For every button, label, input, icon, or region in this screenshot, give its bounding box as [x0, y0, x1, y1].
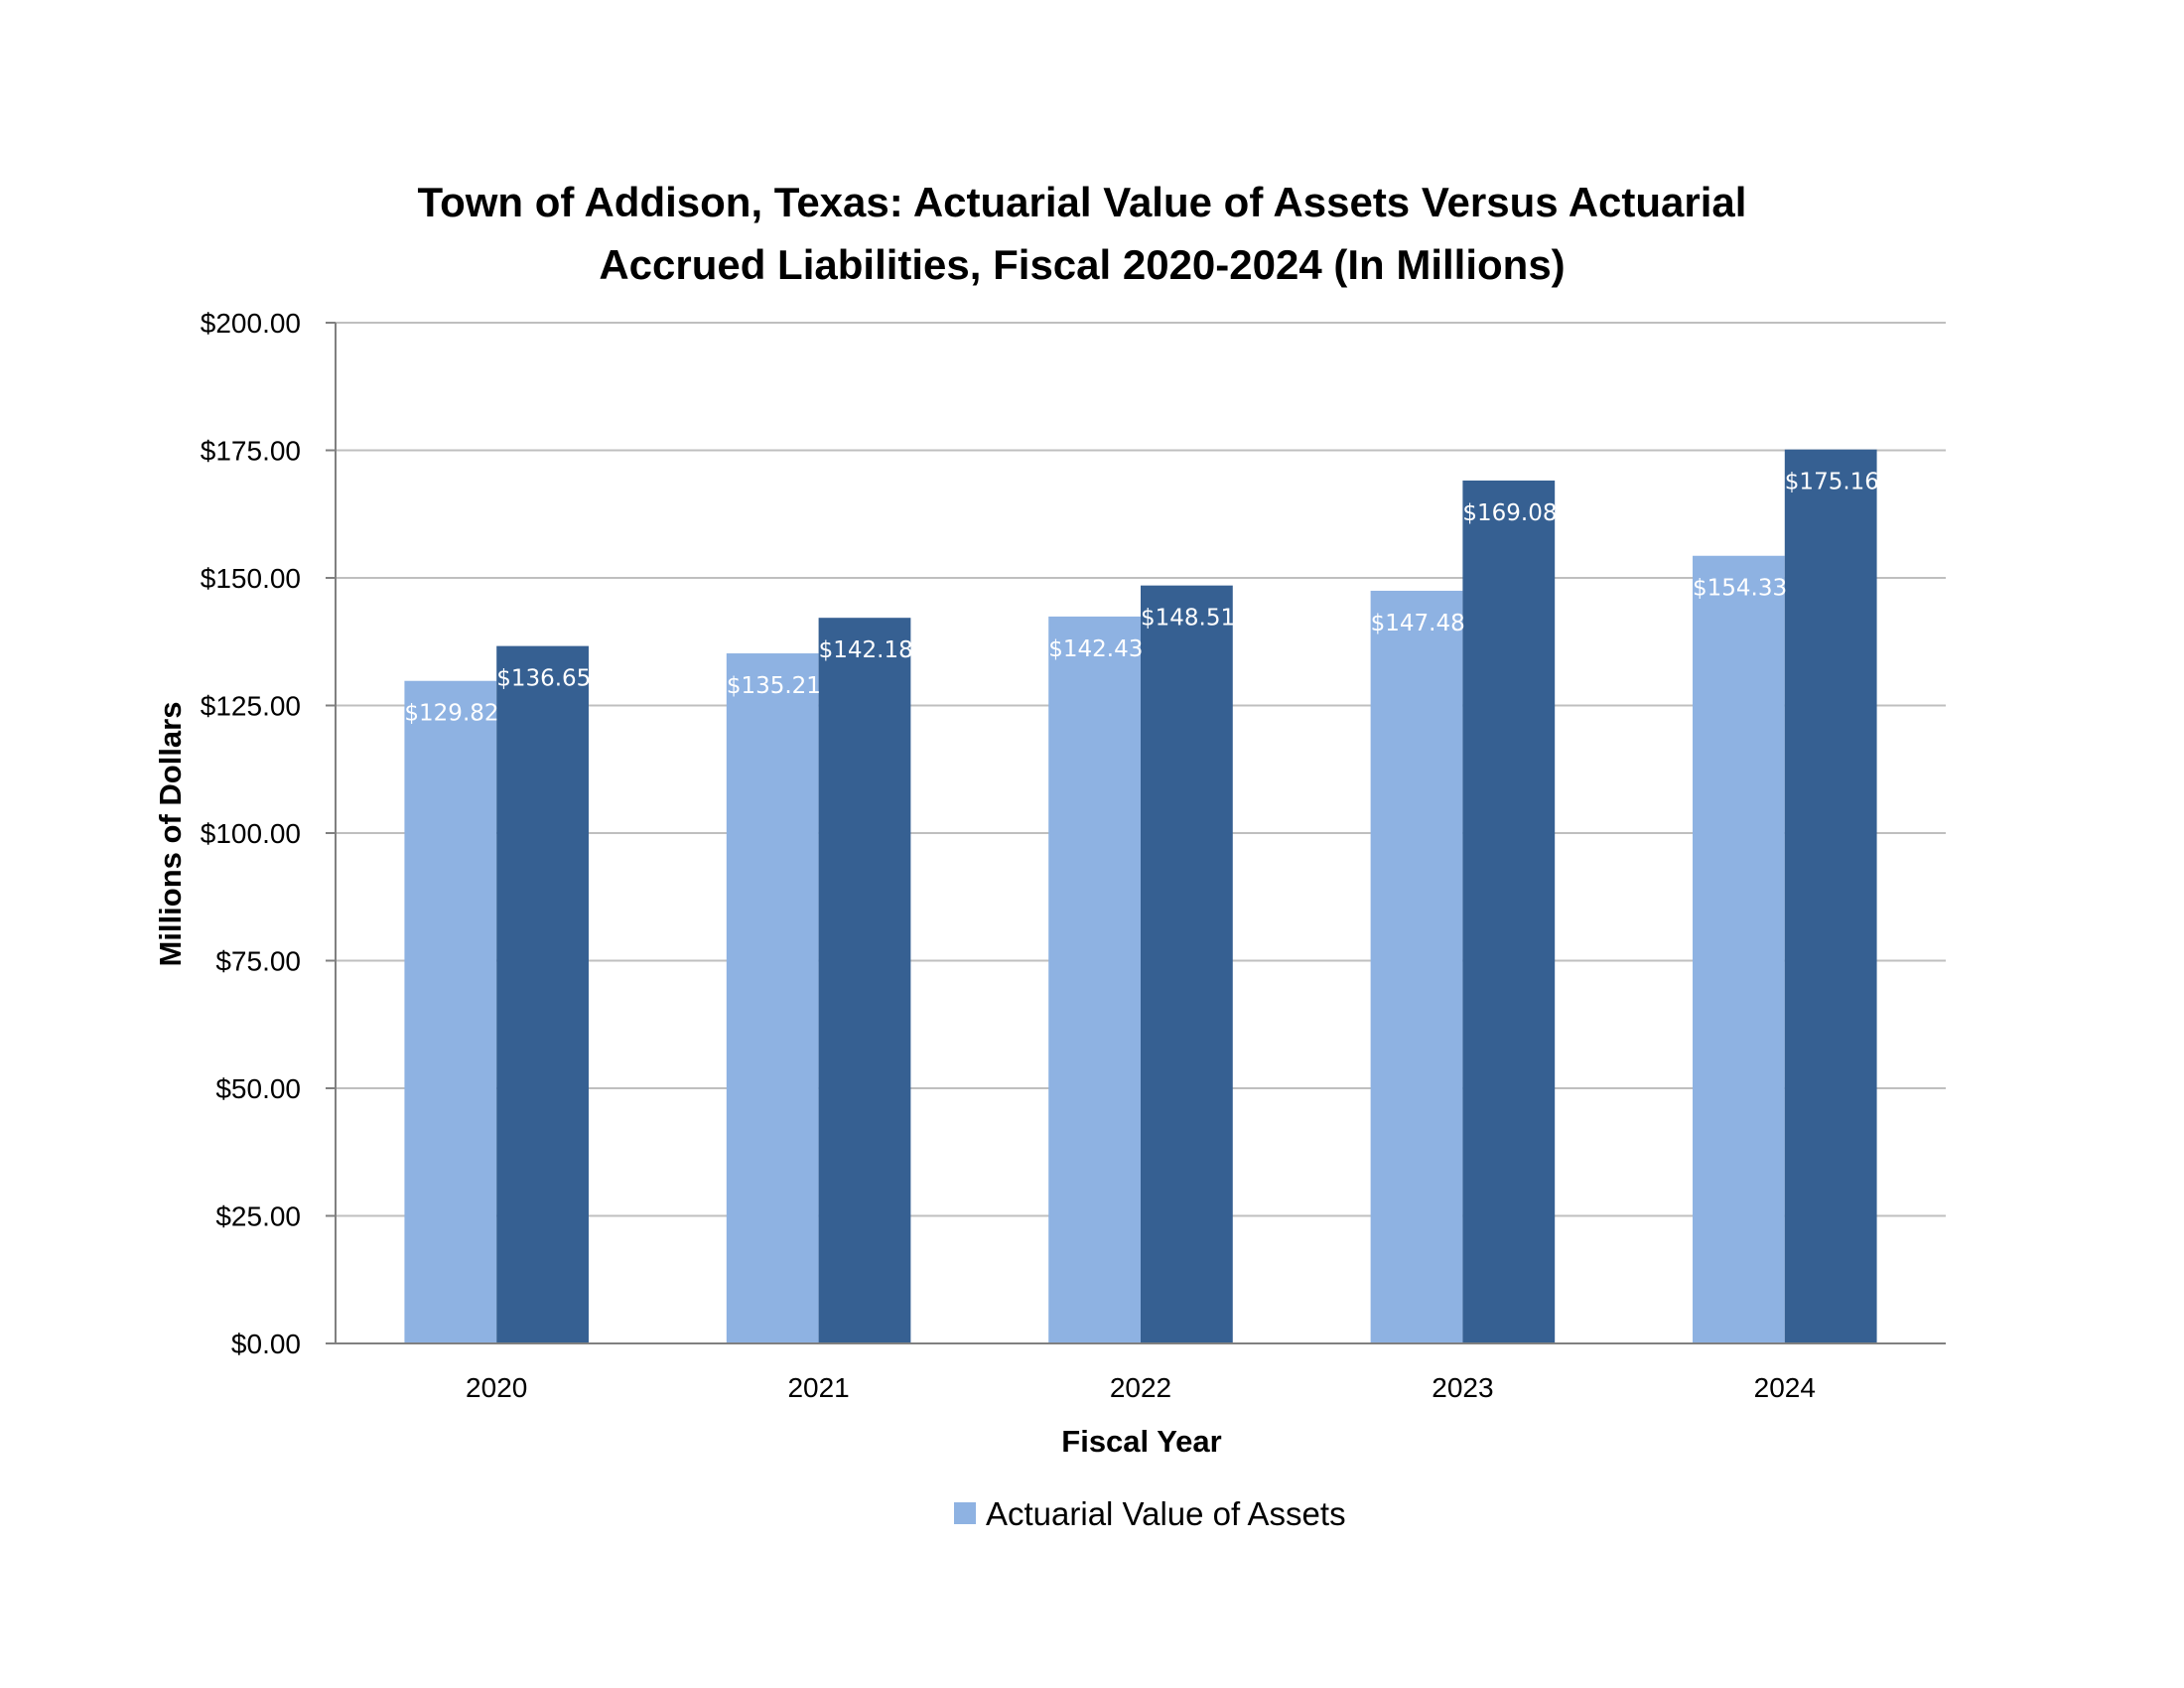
y-axis-title: Millions of Dollars [153, 702, 188, 967]
x-axis-title: Fiscal Year [1061, 1424, 1221, 1459]
data-label: $148.51 [1141, 606, 1235, 632]
bar [496, 645, 589, 1343]
legend: Actuarial Value of Assets [954, 1495, 1346, 1532]
y-tick-label: $100.00 [201, 818, 301, 849]
legend-label: Actuarial Value of Assets [986, 1495, 1346, 1532]
x-axis-ticks: 2020 2021 2022 2023 2024 [466, 1372, 1816, 1403]
bar [1048, 616, 1141, 1343]
data-label: $142.43 [1048, 636, 1143, 662]
bar [1141, 585, 1233, 1343]
data-label: $154.33 [1693, 576, 1787, 602]
x-tick-label: 2022 [1110, 1372, 1171, 1403]
data-label: $129.82 [404, 701, 498, 727]
chart-title-line-2: Accrued Liabilities, Fiscal 2020-2024 (I… [599, 241, 1565, 288]
bar [1693, 555, 1785, 1343]
bar [1784, 449, 1877, 1343]
y-tick-label: $75.00 [215, 946, 301, 977]
data-label: $135.21 [727, 673, 821, 699]
bar [726, 653, 819, 1343]
y-tick-label: $175.00 [201, 436, 301, 467]
bar [404, 680, 497, 1343]
chart-title-line-1: Town of Addison, Texas: Actuarial Value … [418, 179, 1747, 225]
chart-title: Town of Addison, Texas: Actuarial Value … [418, 179, 1747, 288]
bar [1370, 590, 1463, 1343]
data-label: $169.08 [1462, 500, 1557, 526]
y-tick-label: $150.00 [201, 563, 301, 594]
data-labels: $129.82 $136.65 $135.21 $142.18 $142.43 $148.… [404, 470, 1879, 727]
bar [818, 618, 911, 1343]
y-tick-label: $25.00 [215, 1201, 301, 1232]
x-tick-label: 2020 [466, 1372, 527, 1403]
y-tick-label: $0.00 [231, 1329, 301, 1359]
data-label: $136.65 [496, 666, 591, 692]
bar [1462, 480, 1556, 1343]
y-tick-label: $125.00 [201, 691, 301, 722]
data-label: $175.16 [1785, 470, 1879, 495]
axes [326, 322, 1946, 1344]
y-tick-label: $200.00 [201, 308, 301, 339]
data-label: $142.18 [819, 637, 913, 663]
legend-swatch [954, 1502, 976, 1524]
x-tick-label: 2021 [787, 1372, 849, 1403]
bars [404, 449, 1877, 1343]
x-tick-label: 2024 [1754, 1372, 1816, 1403]
y-tick-label: $50.00 [215, 1073, 301, 1104]
y-axis-ticks: $0.00 $25.00 $50.00 $75.00 $100.00 $125.00 $15… [201, 308, 301, 1359]
x-tick-label: 2023 [1432, 1372, 1493, 1403]
data-label: $147.48 [1371, 611, 1465, 636]
